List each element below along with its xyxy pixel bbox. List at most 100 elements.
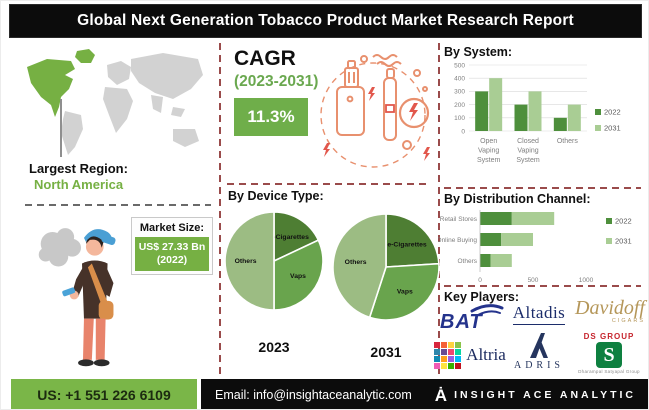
device-type-pie-2023: e-Cigarettes Vaps Others bbox=[224, 211, 324, 311]
svg-text:System: System bbox=[477, 157, 501, 164]
svg-text:300: 300 bbox=[454, 89, 465, 96]
by-system-bar-chart: 0 100 200 300 400 500 Open Vaping System Closed Va… bbox=[454, 62, 621, 164]
region-pointer-line bbox=[60, 99, 62, 157]
altria-mosaic-tile bbox=[441, 355, 448, 362]
altria-mosaic-tile bbox=[434, 355, 441, 362]
svg-text:BAT: BAT bbox=[440, 311, 483, 332]
svg-text:2031: 2031 bbox=[615, 237, 632, 246]
altria-mosaic-tile bbox=[448, 341, 455, 348]
svg-text:e-Cigarettes: e-Cigarettes bbox=[270, 234, 310, 241]
svg-text:2031: 2031 bbox=[604, 124, 621, 133]
footer-phone: US: +1 551 226 6109 bbox=[37, 387, 171, 403]
key-player-bat: BAT bbox=[438, 302, 504, 332]
svg-text:100: 100 bbox=[454, 115, 465, 122]
bat-swoosh-icon: BAT bbox=[440, 304, 504, 332]
market-size-value-box: US$ 27.33 Bn (2022) bbox=[135, 237, 209, 271]
svg-text:Open: Open bbox=[480, 138, 497, 145]
by-distribution-heading: By Distribution Channel: bbox=[444, 192, 591, 206]
davidoff-logo-text: Davidoff bbox=[575, 296, 645, 319]
report-title: Global Next Generation Tobacco Product M… bbox=[77, 12, 574, 29]
key-player-ds-group: DS GROUP S Dharampal Satyapal Group bbox=[573, 328, 645, 378]
svg-text:Vaps: Vaps bbox=[397, 288, 413, 295]
cagr-value: 11.3% bbox=[247, 107, 295, 126]
footer-bar: Email: info@insightaceanalytic.com Ȧ INS… bbox=[201, 379, 648, 409]
divider-middle-right bbox=[438, 43, 440, 377]
svg-text:Others: Others bbox=[457, 258, 477, 265]
svg-text:Online Buying: Online Buying bbox=[438, 237, 477, 244]
altria-mosaic-tile bbox=[455, 341, 462, 348]
cagr-label: CAGR bbox=[234, 47, 296, 70]
svg-text:0: 0 bbox=[478, 277, 482, 284]
footer-email: Email: info@insightaceanalytic.com bbox=[215, 388, 412, 402]
adris-a-icon bbox=[530, 333, 548, 358]
right-dashed-divider-1 bbox=[444, 187, 641, 189]
middle-dashed-divider bbox=[227, 183, 431, 185]
key-player-altria: Altria bbox=[434, 337, 506, 373]
by-system-heading: By System: bbox=[444, 45, 513, 59]
largest-region-label: Largest Region: bbox=[29, 161, 128, 176]
market-size-value: US$ 27.33 Bn bbox=[138, 241, 206, 253]
svg-text:Others: Others bbox=[235, 258, 257, 265]
footer-phone-box: US: +1 551 226 6109 bbox=[11, 379, 197, 409]
svg-text:0: 0 bbox=[461, 128, 465, 135]
svg-text:Others: Others bbox=[345, 259, 367, 266]
svg-text:Closed: Closed bbox=[517, 138, 539, 145]
pie-year-2031: 2031 bbox=[370, 344, 402, 360]
altria-mosaic-tile bbox=[448, 362, 455, 369]
largest-region-value: North America bbox=[34, 177, 124, 192]
key-player-altadis: Altadis bbox=[507, 301, 571, 327]
davidoff-logo-sub: CIGARS bbox=[611, 317, 645, 324]
cagr-value-box: 11.3% bbox=[234, 98, 308, 136]
key-player-adris: ADRIS bbox=[509, 327, 569, 375]
left-dashed-divider bbox=[25, 204, 211, 206]
altria-mosaic-icon bbox=[434, 341, 462, 369]
svg-text:Vaps: Vaps bbox=[290, 273, 306, 280]
altria-mosaic-tile bbox=[441, 348, 448, 355]
altria-mosaic-tile bbox=[434, 341, 441, 348]
vaping-person-illustration bbox=[38, 228, 116, 367]
report-title-bar: Global Next Generation Tobacco Product M… bbox=[9, 4, 642, 38]
pie-year-2023: 2023 bbox=[258, 339, 290, 355]
distribution-channel-bar-chart: Retail Stores Online Buying Others 0 500 1000… bbox=[438, 210, 632, 284]
svg-text:Vaping: Vaping bbox=[478, 148, 499, 155]
svg-text:400: 400 bbox=[454, 76, 465, 83]
market-size-year: (2022) bbox=[156, 254, 188, 266]
altria-mosaic-tile bbox=[448, 348, 455, 355]
by-device-type-heading: By Device Type: bbox=[228, 189, 324, 203]
svg-text:500: 500 bbox=[528, 277, 539, 284]
ds-group-logo-text: DS GROUP bbox=[583, 332, 635, 341]
svg-text:200: 200 bbox=[454, 102, 465, 109]
svg-text:1000: 1000 bbox=[579, 277, 594, 284]
market-size-label: Market Size: bbox=[139, 222, 205, 234]
cagr-period: (2023-2031) bbox=[234, 73, 319, 90]
svg-text:Vaping: Vaping bbox=[517, 148, 538, 155]
altria-logo-text: Altria bbox=[466, 345, 506, 364]
altria-mosaic-tile bbox=[455, 355, 462, 362]
vape-devices-illustration bbox=[320, 54, 430, 168]
altria-mosaic-tile bbox=[448, 355, 455, 362]
svg-text:2022: 2022 bbox=[604, 108, 621, 117]
altria-mosaic-tile bbox=[441, 341, 448, 348]
svg-text:System: System bbox=[516, 157, 540, 164]
svg-text:500: 500 bbox=[454, 62, 465, 69]
market-size-card: Market Size: US$ 27.33 Bn (2022) bbox=[131, 217, 213, 275]
divider-left-middle bbox=[219, 43, 221, 377]
device-type-pie-2031: e-Cigarettes Vaps Others bbox=[332, 213, 440, 321]
key-player-davidoff: Davidoff CIGARS bbox=[573, 293, 645, 327]
altria-mosaic-tile bbox=[441, 362, 448, 369]
adris-logo-text: ADRIS bbox=[513, 360, 564, 371]
footer-brand-text: INSIGHT ACE ANALYTIC bbox=[454, 389, 636, 401]
altria-mosaic-tile bbox=[455, 348, 462, 355]
world-map bbox=[27, 49, 203, 155]
right-dashed-divider-2 bbox=[444, 285, 641, 287]
svg-text:e-Cigarettes: e-Cigarettes bbox=[387, 242, 427, 249]
insight-ace-logo-icon: Ȧ bbox=[434, 385, 448, 405]
ds-group-sub: Dharampal Satyapal Group bbox=[578, 369, 640, 374]
ds-group-icon: S bbox=[596, 342, 622, 368]
smoke-cloud bbox=[38, 228, 82, 267]
svg-text:2022: 2022 bbox=[615, 217, 632, 226]
altria-mosaic-tile bbox=[434, 362, 441, 369]
svg-text:Others: Others bbox=[557, 138, 579, 145]
altria-mosaic-tile bbox=[455, 362, 462, 369]
